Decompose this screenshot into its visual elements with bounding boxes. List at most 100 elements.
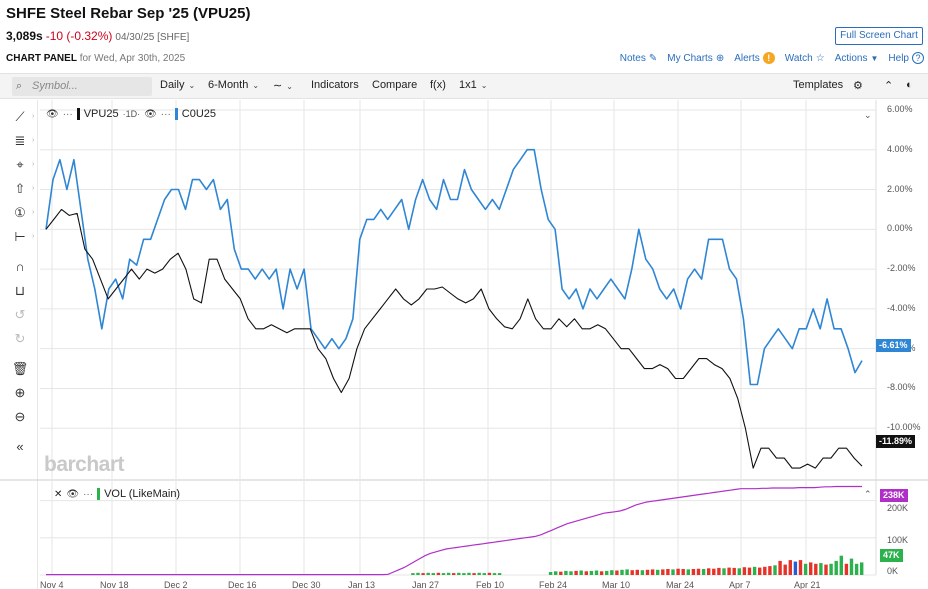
chart-toolbar: ⌕ Symbol... Daily ⌄ 6-Month ⌄ ∼ ⌄ Indicator… <box>0 73 928 99</box>
volume-bar <box>712 568 716 575</box>
dark-mode-icon[interactable]: ◐ <box>906 79 913 91</box>
volume-bar <box>457 572 461 575</box>
x-tick-label: Apr 21 <box>794 580 821 589</box>
chevron-down-icon: ⌄ <box>480 81 488 90</box>
volume-bar <box>605 570 609 575</box>
volume-bar <box>421 573 425 575</box>
magnet-icon[interactable]: ∩ <box>15 259 25 274</box>
more-options-icon[interactable]: ··· <box>160 108 171 120</box>
main-last-value-tag: -11.89% <box>876 435 916 448</box>
help-link[interactable]: Help? <box>888 52 924 64</box>
arrow-tool-icon[interactable]: ⇧ › <box>14 181 35 196</box>
price-date: 04/30/25 [SHFE] <box>115 32 190 43</box>
notes-link[interactable]: Notes ✎ <box>620 53 658 64</box>
range-label: 6-Month <box>208 79 249 91</box>
x-tick-label: Apr 7 <box>729 580 751 589</box>
trendline-tool-icon[interactable]: ⟋ › <box>15 109 35 124</box>
volume-bar <box>650 569 655 575</box>
y-tick-label: -8.00% <box>887 382 916 393</box>
trash-icon[interactable]: 🗑 <box>11 361 29 376</box>
settings-gear-icon[interactable]: ⚙ <box>853 80 863 92</box>
fibonacci-tool-icon[interactable]: ≣ › <box>14 133 35 148</box>
volume-bar <box>819 563 823 575</box>
volume-bar <box>584 571 588 575</box>
volume-bar <box>727 567 731 575</box>
eye-icon[interactable]: 👁 <box>144 108 157 120</box>
fx-button[interactable]: f(x) <box>430 79 446 91</box>
watch-label: Watch <box>784 52 813 64</box>
volume-bar <box>676 568 680 575</box>
chevron-down-icon[interactable]: ⌄ <box>864 110 872 120</box>
last-price: 3,089s <box>6 29 43 43</box>
volume-bar <box>620 569 624 575</box>
volume-bar <box>793 561 798 575</box>
volume-bar <box>467 572 471 575</box>
collapse-up-icon[interactable]: ⌃ <box>884 80 894 92</box>
indicators-button[interactable]: Indicators <box>311 79 359 91</box>
y-tick-label: 0.00% <box>887 223 913 234</box>
lock-icon[interactable]: ⊔ <box>14 283 26 298</box>
more-options-icon[interactable]: ··· <box>83 488 94 500</box>
x-tick-label: Mar 24 <box>666 580 695 589</box>
measure-tool-icon[interactable]: ⊢ › <box>14 229 35 244</box>
shapes-tool-icon[interactable]: ⌖ › <box>16 157 35 172</box>
chart-panel-label: CHART PANEL for Wed, Apr 30th, 2025 <box>6 53 185 64</box>
zoom-out-icon[interactable]: ⊖ <box>14 409 26 424</box>
annotation-tool-icon[interactable]: ① › <box>14 205 35 220</box>
more-options-icon[interactable]: ··· <box>62 108 73 120</box>
close-icon[interactable]: ✕ <box>54 488 63 500</box>
alerts-label: Alerts <box>734 52 760 64</box>
volume-bar <box>839 555 843 575</box>
main-series-color-swatch <box>76 108 80 120</box>
x-tick-label: Dec 16 <box>228 580 257 589</box>
help-label: Help <box>888 52 909 64</box>
volume-bar <box>559 571 563 575</box>
eye-icon[interactable]: 👁 <box>66 488 80 500</box>
watch-link[interactable]: Watch ☆ <box>785 53 825 64</box>
volume-bar <box>426 572 430 575</box>
interval-dropdown[interactable]: Daily ⌄ <box>160 79 195 91</box>
actions-menu[interactable]: Actions ▼ <box>835 53 879 64</box>
compare-button[interactable]: Compare <box>372 79 418 91</box>
symbol-input[interactable]: ⌕ Symbol... <box>12 77 152 96</box>
volume-bar <box>548 572 553 575</box>
volume-bar <box>656 569 660 575</box>
volume-bar <box>803 563 808 575</box>
price-line: 3,089s -10 (-0.32%) 04/30/25 [SHFE] <box>6 29 189 43</box>
my-charts-link[interactable]: My Charts ⊕ <box>667 53 724 64</box>
x-tick-label: Dec 30 <box>292 580 321 589</box>
full-screen-chart-button[interactable]: Full Screen Chart <box>835 27 923 45</box>
range-dropdown[interactable]: 6-Month ⌄ <box>208 79 259 91</box>
chevron-down-icon: ⌄ <box>252 81 260 90</box>
chart-type-dropdown[interactable]: ∼ ⌄ <box>273 79 293 92</box>
volume-bar <box>599 571 604 575</box>
volume-bar <box>788 560 792 575</box>
page-title: SHFE Steel Rebar Sep '25 (VPU25) <box>6 5 251 22</box>
volume-bar <box>707 568 711 575</box>
zoom-in-icon[interactable]: ⊕ <box>14 385 26 400</box>
volume-bar <box>569 571 573 575</box>
volume-bar <box>594 570 599 575</box>
volume-ma-line <box>46 485 862 576</box>
chevron-up-icon[interactable]: ⌃ <box>864 489 872 499</box>
redo-icon[interactable]: ↻ <box>14 331 26 346</box>
series-line-c0u25 <box>45 148 863 386</box>
alerts-link[interactable]: Alerts! <box>734 52 775 64</box>
undo-icon[interactable]: ↺ <box>14 307 26 322</box>
volume-bar <box>472 573 476 575</box>
y-tick-label: -2.00% <box>887 263 916 274</box>
volume-bar <box>446 572 451 575</box>
templates-button[interactable]: Templates <box>793 79 844 91</box>
eye-icon[interactable]: 👁 <box>46 108 59 120</box>
collapse-left-icon[interactable]: « <box>16 439 24 454</box>
volume-bar <box>686 569 690 575</box>
y-tick-label: 4.00% <box>887 143 913 154</box>
volume-bar <box>416 572 420 575</box>
layout-dropdown[interactable]: 1x1 ⌄ <box>459 79 487 91</box>
volume-bar <box>441 573 446 575</box>
y-tick-label: -10.00% <box>887 422 921 433</box>
volume-bar <box>691 569 696 575</box>
volume-bar <box>589 570 594 575</box>
volume-bar <box>645 569 650 575</box>
